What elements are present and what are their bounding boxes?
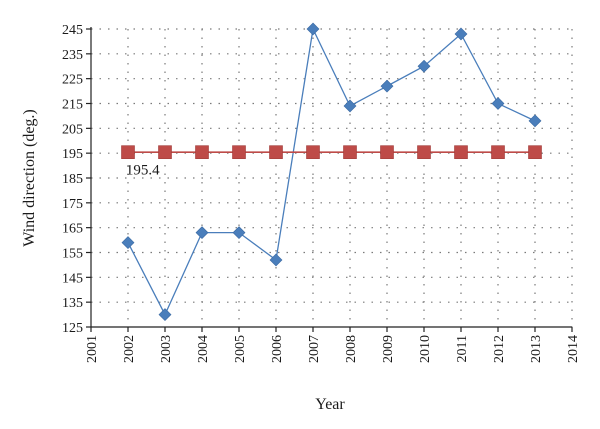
data-point-diamond [158,308,172,322]
x-tick-label: 2011 [455,335,470,362]
data-point-square [380,145,394,159]
y-tick-label: 125 [62,321,83,336]
x-tick-label: 2005 [233,335,248,363]
data-point-diamond [417,59,431,73]
y-tick-label: 235 [62,48,83,63]
series [121,22,542,322]
x-tick-label: 2010 [418,335,433,363]
data-point-square [417,145,431,159]
series-line-1 [127,26,536,317]
y-tick-label: 225 [62,73,83,88]
data-point-diamond [528,114,542,128]
axes [86,27,573,332]
x-tick-label: 2003 [159,335,174,363]
data-point-diamond [195,226,209,240]
data-point-square [491,145,505,159]
grid [91,28,573,327]
x-tick-label: 2001 [85,335,100,363]
data-point-diamond [454,27,468,41]
y-tick-label: 185 [62,172,83,187]
mean-value-label: 195.4 [126,162,160,178]
x-tick-label: 2007 [307,335,322,363]
x-axis-title: Year [315,396,345,413]
y-tick-label: 205 [62,122,83,137]
data-point-square [343,145,357,159]
y-tick-label: 165 [62,222,83,237]
data-point-square [158,145,172,159]
data-point-diamond [269,253,283,267]
x-tick-label: 2004 [196,335,211,363]
y-axis-title: Wind direction (deg.) [21,109,38,247]
y-tick-label: 135 [62,296,83,311]
y-tick-label: 215 [62,98,83,113]
data-point-diamond [343,99,357,113]
x-tick-label: 2006 [270,335,285,363]
data-point-square [232,145,246,159]
data-point-diamond [306,22,320,36]
x-tick-label: 2012 [492,335,507,363]
y-tick-label: 155 [62,247,83,262]
data-point-diamond [491,97,505,110]
y-tick-label: 145 [62,271,83,286]
y-tick-label: 175 [62,197,83,212]
data-point-square [528,145,542,159]
data-point-diamond [121,236,135,249]
data-point-square [454,145,468,159]
x-tick-label: 2008 [344,335,359,363]
data-point-square [195,145,209,159]
data-point-diamond [380,79,394,93]
data-point-square [269,145,283,159]
y-tick-label: 245 [62,23,83,38]
x-tick-label: 2013 [529,335,544,363]
data-point-diamond [232,226,246,240]
labels: 125 135 145 155 165 175 185 195 205 215 225 235 245 2… [62,23,581,363]
x-tick-label: 2002 [122,335,137,363]
x-tick-label: 2014 [566,335,581,363]
data-point-square [306,145,320,159]
data-point-square [121,145,135,159]
y-tick-label: 195 [62,147,83,162]
x-tick-label: 2009 [381,335,396,363]
